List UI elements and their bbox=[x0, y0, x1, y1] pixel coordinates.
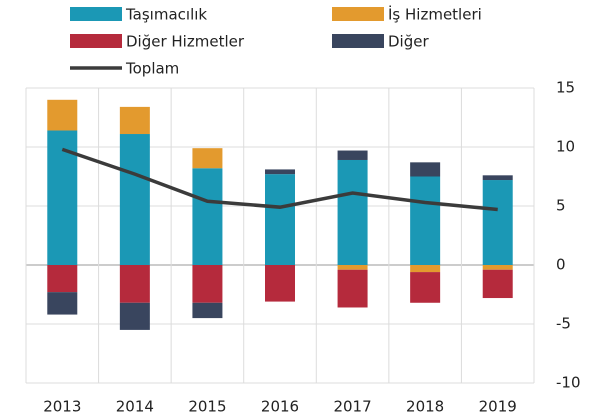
x-tick-label: 2017 bbox=[333, 398, 371, 416]
bar-segment bbox=[119, 134, 150, 265]
y-tick-label: 15 bbox=[556, 79, 575, 97]
bar-segment bbox=[47, 99, 78, 131]
bar-segment bbox=[192, 265, 223, 303]
bar-segment bbox=[192, 302, 223, 319]
bar-segment bbox=[482, 180, 513, 265]
bar-segment bbox=[337, 269, 368, 308]
x-tick-label: 2014 bbox=[116, 398, 154, 416]
legend-label: Toplam bbox=[125, 60, 179, 78]
legend-label: İş Hizmetleri bbox=[388, 5, 482, 24]
bar-segment bbox=[265, 174, 295, 265]
x-tick-label: 2015 bbox=[188, 398, 226, 416]
legend-swatch bbox=[332, 34, 384, 48]
legend-swatch bbox=[70, 34, 122, 48]
bar-segment bbox=[265, 265, 295, 302]
y-tick-label: 5 bbox=[556, 197, 566, 215]
bar-segment bbox=[119, 265, 150, 303]
legend-swatch bbox=[332, 7, 384, 21]
x-tick-label: 2019 bbox=[479, 398, 517, 416]
bar-segment bbox=[410, 162, 441, 177]
bar-segment bbox=[410, 272, 441, 303]
bar-segment bbox=[47, 265, 78, 293]
y-tick-label: -5 bbox=[556, 315, 571, 333]
bar-segment bbox=[265, 169, 295, 175]
bar-segment bbox=[482, 265, 513, 270]
bar-segment bbox=[119, 106, 150, 135]
bar-segment bbox=[337, 159, 368, 265]
bar-segment bbox=[337, 150, 368, 160]
bar-segment bbox=[410, 265, 441, 273]
legend-label: Taşımacılık bbox=[125, 6, 207, 24]
line-series bbox=[61, 147, 498, 212]
bar-segment bbox=[119, 302, 150, 330]
bar-segment bbox=[337, 265, 368, 270]
x-tick-label: 2016 bbox=[261, 398, 299, 416]
bar-segment bbox=[192, 168, 223, 265]
bar-segment bbox=[482, 269, 513, 299]
bar-segment bbox=[192, 148, 223, 169]
bar-segment bbox=[47, 292, 78, 315]
y-tick-label: 10 bbox=[556, 138, 575, 156]
y-tick-label: 0 bbox=[556, 256, 566, 274]
bar-segment bbox=[482, 175, 513, 181]
legend-swatch bbox=[70, 7, 122, 21]
x-tick-label: 2018 bbox=[406, 398, 444, 416]
bar-segment bbox=[410, 176, 441, 265]
y-tick-label: -10 bbox=[556, 374, 581, 392]
legend-label: Diğer bbox=[388, 33, 429, 51]
x-tick-label: 2013 bbox=[43, 398, 81, 416]
legend-label: Diğer Hizmetler bbox=[126, 33, 245, 51]
